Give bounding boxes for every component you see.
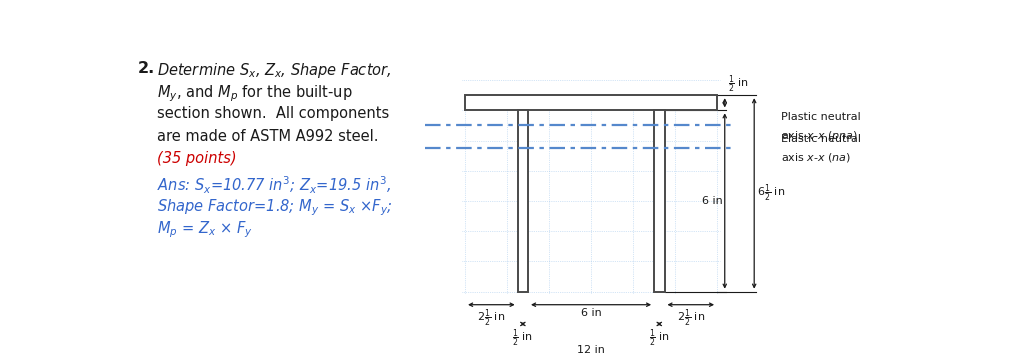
Text: $\frac{1}{2}$ in: $\frac{1}{2}$ in [649, 327, 670, 348]
Text: 2$\frac{1}{2}$ in: 2$\frac{1}{2}$ in [677, 308, 705, 329]
Text: axis $x$-$x$ ($\mathit{pna}$): axis $x$-$x$ ($\mathit{pna}$) [780, 128, 858, 143]
Text: 2$\frac{1}{2}$ in: 2$\frac{1}{2}$ in [477, 308, 506, 329]
Bar [465, 95, 717, 110]
Text: 12 in: 12 in [578, 345, 605, 355]
Text: section shown.  All components: section shown. All components [158, 106, 390, 121]
Text: 6 in: 6 in [581, 308, 601, 318]
Text: $\frac{1}{2}$ in: $\frac{1}{2}$ in [512, 327, 534, 348]
Text: $M_y$, and $M_p$ for the built-up: $M_y$, and $M_p$ for the built-up [158, 83, 353, 104]
Text: (35 points): (35 points) [158, 151, 238, 166]
Text: 2.: 2. [138, 61, 156, 76]
Text: Plastic neutral: Plastic neutral [780, 112, 860, 122]
Bar [517, 110, 528, 292]
Text: Ans: $S_x$=10.77 $in^3$; $Z_x$=19.5 $in^3$,: Ans: $S_x$=10.77 $in^3$; $Z_x$=19.5 $in^… [158, 174, 392, 195]
Text: 6$\frac{1}{2}$ in: 6$\frac{1}{2}$ in [758, 183, 785, 204]
Text: Shape Factor=1.8; $M_y$ = $S_x$ ×$F_y$;: Shape Factor=1.8; $M_y$ = $S_x$ ×$F_y$; [158, 197, 393, 218]
Text: Determine $S_x$, $Z_x$, Shape Factor,: Determine $S_x$, $Z_x$, Shape Factor, [158, 61, 392, 80]
Text: axis $x$-$x$ ($\mathit{na}$): axis $x$-$x$ ($\mathit{na}$) [780, 151, 851, 163]
Text: are made of ASTM A992 steel.: are made of ASTM A992 steel. [158, 129, 379, 144]
Bar [654, 110, 665, 292]
Text: $M_p$ = $Z_x$ × $F_y$: $M_p$ = $Z_x$ × $F_y$ [158, 219, 253, 240]
Text: Elastic neutral: Elastic neutral [780, 134, 860, 145]
Text: 6 in: 6 in [702, 196, 723, 206]
Text: $\frac{1}{2}$ in: $\frac{1}{2}$ in [728, 73, 749, 95]
